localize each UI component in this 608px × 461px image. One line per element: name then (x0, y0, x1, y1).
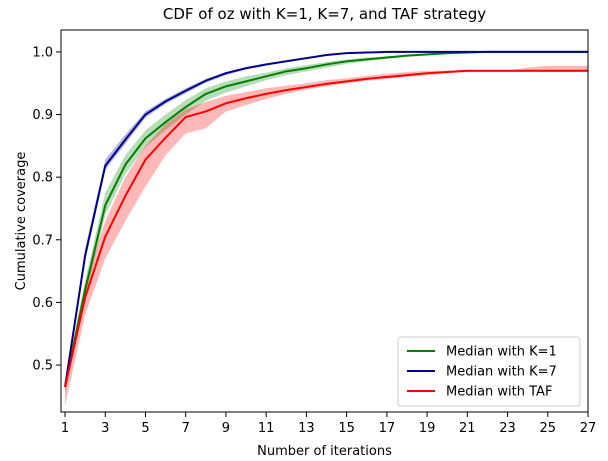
y-tick-label: 0.5 (32, 359, 53, 374)
x-tick-label: 11 (258, 421, 275, 436)
chart-title: CDF of oz with K=1, K=7, and TAF strateg… (163, 5, 486, 23)
x-tick-label: 25 (539, 421, 556, 436)
legend-label-1: Median with K=7 (446, 365, 557, 380)
x-tick-label: 7 (182, 421, 190, 436)
x-tick-label: 17 (379, 421, 396, 436)
x-tick-label: 9 (222, 421, 230, 436)
y-tick-label: 1.0 (32, 45, 53, 60)
legend-label-0: Median with K=1 (446, 345, 557, 360)
x-tick-label: 3 (101, 421, 109, 436)
x-tick-label: 19 (419, 421, 436, 436)
series-line-2 (64, 69, 588, 388)
x-tick-label: 1 (61, 421, 69, 436)
x-tick-label: 27 (580, 421, 597, 436)
x-tick-label: 15 (338, 421, 355, 436)
plot-area: 1 3 5 7 9 11 13 15 17 19 21 23 25 270.50.60.70.80.91.… (32, 29, 597, 436)
x-tick-label: 13 (298, 421, 315, 436)
x-tick-label: 23 (499, 421, 516, 436)
y-axis-label: Cumulative coverage (14, 152, 29, 291)
x-tick-label: 5 (141, 421, 149, 436)
y-tick-label: 0.8 (32, 171, 53, 186)
x-tick-label: 21 (459, 421, 476, 436)
y-tick-label: 0.7 (32, 233, 53, 248)
legend-box (397, 336, 581, 407)
y-tick-label: 0.6 (32, 296, 53, 311)
plot-frame (60, 29, 589, 413)
series-line-1 (64, 50, 588, 388)
legend: Median with K=1 Median with K=7 Median wit… (397, 336, 581, 407)
y-tick-label: 0.9 (32, 108, 53, 123)
x-axis-label: Number of iterations (257, 444, 392, 459)
legend-label-2: Median with TAF (446, 385, 552, 400)
